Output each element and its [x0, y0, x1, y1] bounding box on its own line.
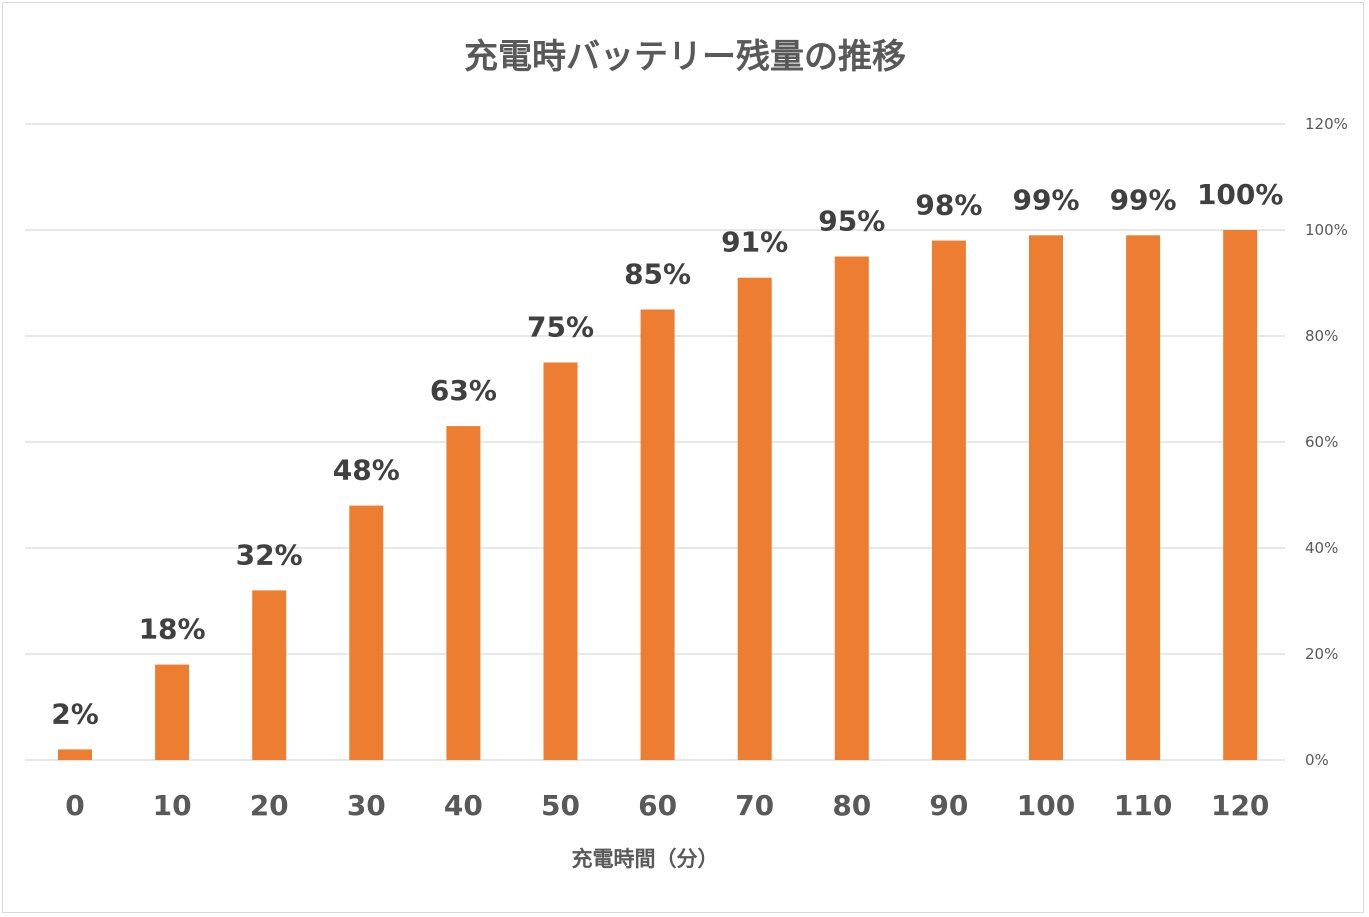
x-tick-label: 0 [65, 789, 84, 822]
y-tick-label: 80% [1305, 327, 1338, 345]
x-tick-label: 60 [638, 789, 677, 822]
x-tick-label: 20 [250, 789, 289, 822]
bar [1223, 230, 1258, 760]
y-tick-label: 120% [1305, 115, 1348, 133]
data-label: 98% [915, 189, 982, 222]
bar [58, 749, 92, 760]
data-label: 95% [818, 205, 885, 238]
x-tick-label: 40 [444, 789, 483, 822]
bar [737, 277, 772, 760]
data-label: 91% [721, 226, 788, 259]
data-label: 99% [1110, 183, 1177, 216]
chart-title: 充電時バッテリー残量の推移 [464, 37, 906, 77]
bar [155, 664, 190, 760]
y-tick-label: 20% [1305, 645, 1338, 663]
x-axis-label: 充電時間（分） [572, 847, 719, 871]
y-tick-label: 100% [1305, 221, 1348, 239]
y-tick-label: 0% [1305, 751, 1329, 769]
data-label: 99% [1012, 183, 1079, 216]
data-label: 85% [624, 258, 691, 291]
data-label: 100% [1197, 178, 1284, 211]
x-tick-label: 100 [1017, 789, 1075, 822]
y-tick-label: 40% [1305, 539, 1338, 557]
data-label: 32% [236, 538, 303, 571]
data-label: 18% [139, 613, 206, 646]
data-label: 48% [333, 454, 400, 487]
data-label: 63% [430, 374, 497, 407]
bar [1126, 235, 1161, 761]
bar [931, 240, 966, 761]
x-tick-label: 50 [541, 789, 580, 822]
data-label: 75% [527, 311, 594, 344]
bar [252, 590, 287, 760]
bar [640, 309, 675, 760]
x-tick-label: 80 [832, 789, 871, 822]
x-tick-label: 90 [929, 789, 968, 822]
x-tick-label: 30 [347, 789, 386, 822]
x-tick-label: 70 [735, 789, 774, 822]
data-label: 2% [51, 697, 99, 730]
bar [446, 426, 481, 760]
bar [543, 362, 578, 760]
x-tick-label: 120 [1211, 789, 1269, 822]
bar [834, 256, 869, 760]
y-tick-label: 60% [1305, 433, 1338, 451]
x-tick-label: 10 [153, 789, 192, 822]
bar [349, 505, 384, 760]
bar [1029, 235, 1063, 761]
x-tick-label: 110 [1114, 789, 1172, 822]
